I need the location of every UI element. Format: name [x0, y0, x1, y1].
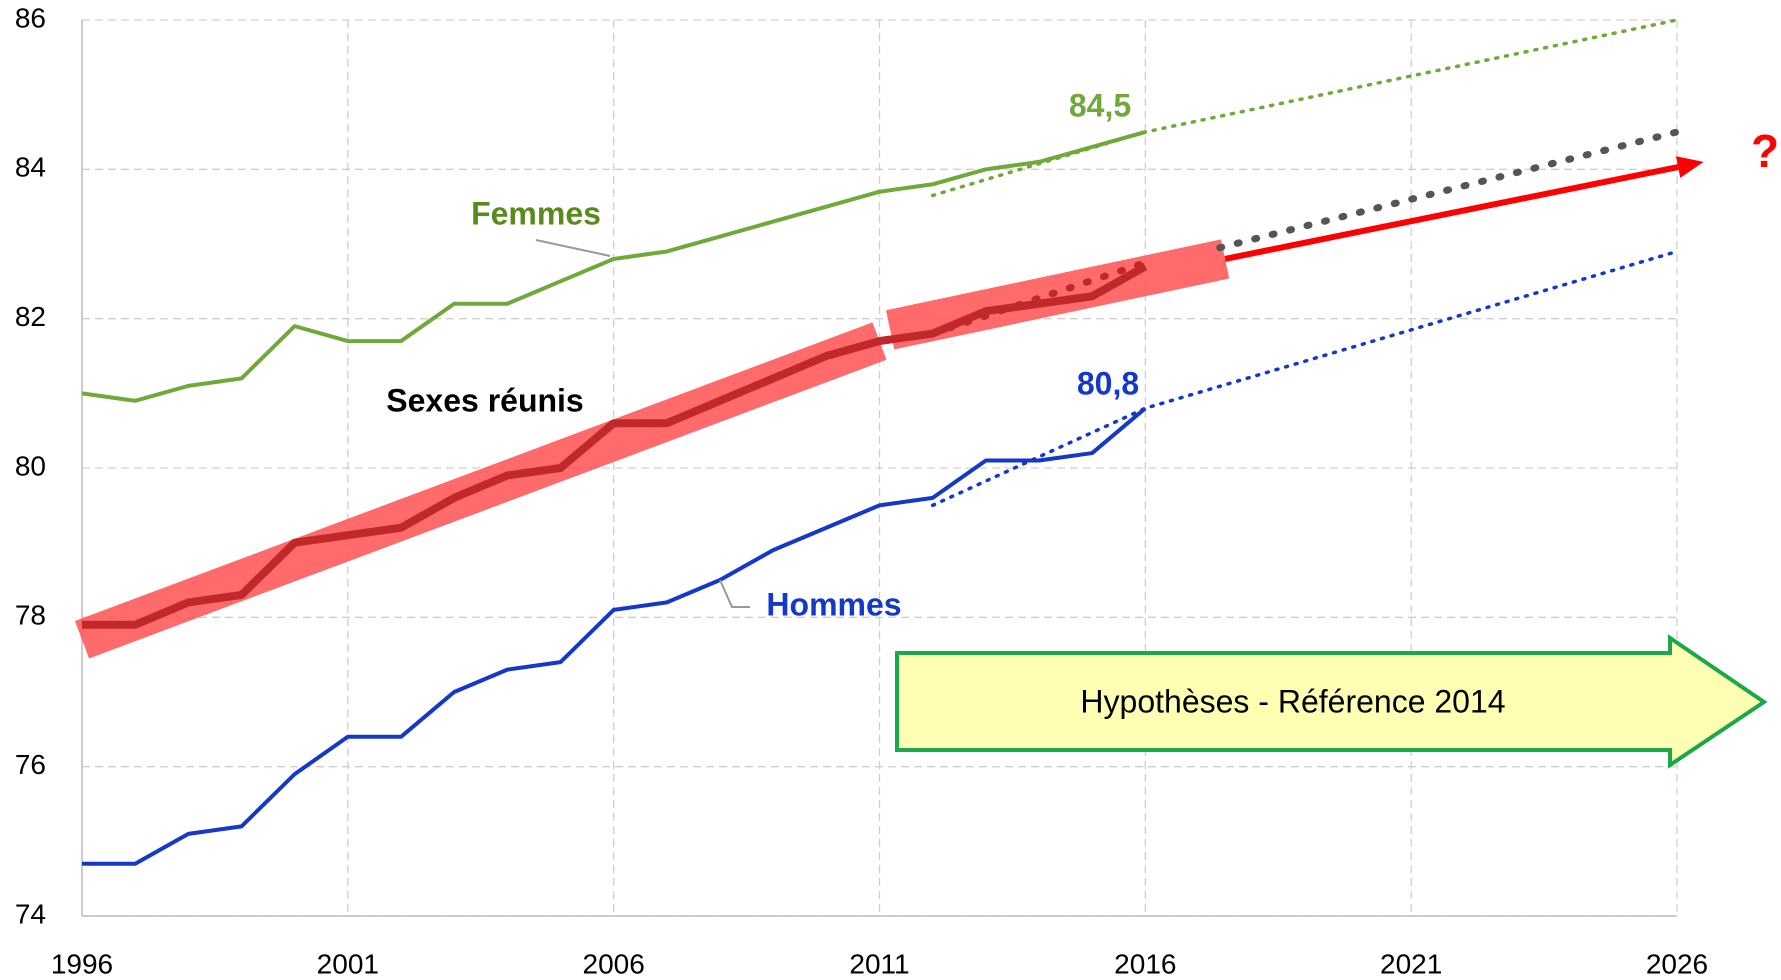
series-line [82, 406, 1147, 866]
x-tick-label: 2006 [583, 948, 645, 979]
x-tick-label: 1996 [51, 948, 113, 979]
y-tick-label: 84 [15, 152, 46, 183]
projection-line [930, 249, 1679, 508]
x-tick-label: 2021 [1380, 948, 1442, 979]
hypothesis-text: Hypothèses - Référence 2014 [1080, 683, 1505, 719]
y-tick-label: 86 [15, 2, 46, 33]
grid: 74 76 78 80 82 84 86 1996 2001 2006 2011 2016 2021 20… [15, 2, 1708, 979]
series-label: Hommes [766, 586, 901, 622]
hypothesis-arrow [895, 634, 1768, 769]
arrow-head [1675, 156, 1704, 178]
question-mark: ? [1751, 125, 1779, 177]
y-tick-label: 78 [15, 600, 46, 631]
x-tick-label: 2001 [317, 948, 379, 979]
y-tick-label: 76 [15, 749, 46, 780]
value-label: 80,8 [1077, 365, 1139, 401]
y-tick-label: 82 [15, 301, 46, 332]
y-tick-label: 74 [15, 898, 46, 929]
x-tick-label: 2011 [849, 948, 909, 979]
series-line [81, 130, 1146, 403]
projection-line [1216, 128, 1681, 252]
series-label: Sexes réunis [386, 382, 583, 418]
x-tick-label: 2026 [1646, 948, 1708, 979]
leader-line [535, 239, 611, 257]
value-label: 84,5 [1069, 87, 1131, 123]
x-tick-label: 2016 [1114, 948, 1176, 979]
trend-arrow [1224, 164, 1679, 262]
plot [74, 18, 1704, 866]
series-line [82, 262, 1148, 629]
leader-line [719, 579, 750, 608]
trend-band [885, 239, 1230, 350]
series-label: Femmes [471, 195, 601, 231]
y-tick-label: 80 [15, 450, 46, 481]
